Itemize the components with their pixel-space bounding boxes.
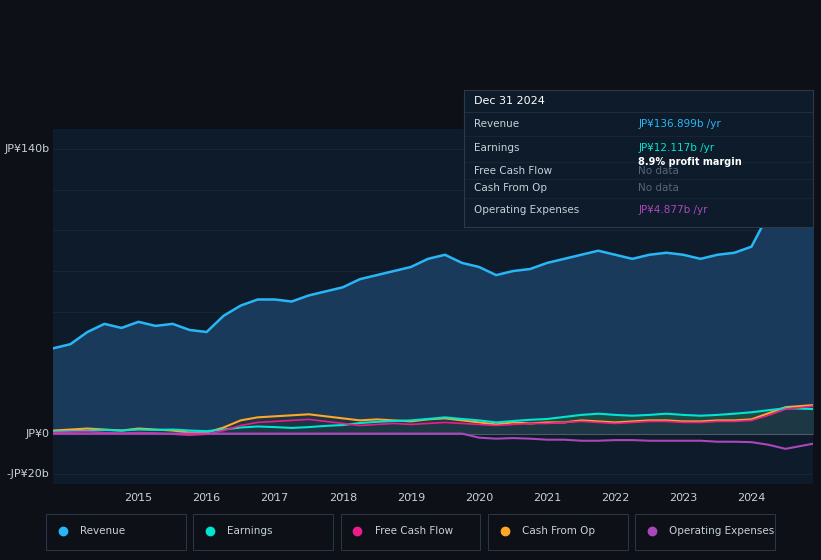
Text: JP¥136.899b /yr: JP¥136.899b /yr xyxy=(639,119,721,129)
Text: Dec 31 2024: Dec 31 2024 xyxy=(475,96,545,106)
Text: Cash From Op: Cash From Op xyxy=(522,526,595,535)
Text: Earnings: Earnings xyxy=(475,143,520,153)
Text: Revenue: Revenue xyxy=(80,526,125,535)
Text: Free Cash Flow: Free Cash Flow xyxy=(475,166,553,175)
Text: No data: No data xyxy=(639,183,679,193)
Text: No data: No data xyxy=(639,166,679,175)
Text: 8.9% profit margin: 8.9% profit margin xyxy=(639,157,742,167)
Text: Revenue: Revenue xyxy=(475,119,520,129)
Text: JP¥12.117b /yr: JP¥12.117b /yr xyxy=(639,143,714,153)
Text: Earnings: Earnings xyxy=(227,526,273,535)
Text: Operating Expenses: Operating Expenses xyxy=(475,206,580,216)
Text: JP¥0: JP¥0 xyxy=(25,428,49,438)
Text: Cash From Op: Cash From Op xyxy=(475,183,548,193)
Text: -JP¥20b: -JP¥20b xyxy=(7,469,49,479)
Text: Operating Expenses: Operating Expenses xyxy=(669,526,774,535)
Text: Free Cash Flow: Free Cash Flow xyxy=(374,526,452,535)
Text: JP¥140b: JP¥140b xyxy=(4,144,49,154)
Text: JP¥4.877b /yr: JP¥4.877b /yr xyxy=(639,206,708,216)
